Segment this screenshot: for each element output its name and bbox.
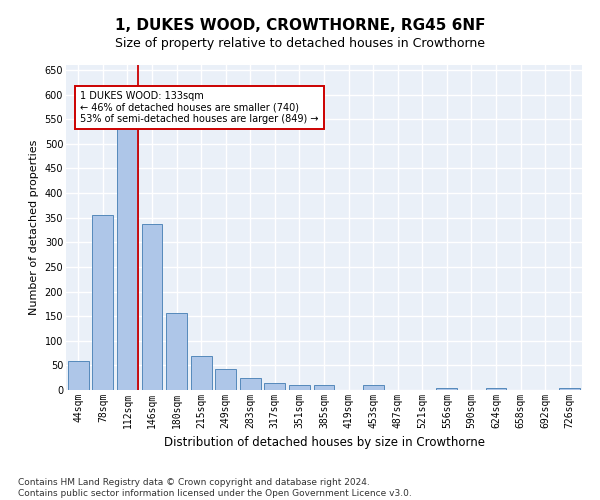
Y-axis label: Number of detached properties: Number of detached properties [29, 140, 39, 315]
Bar [215, 370, 236, 390]
Text: Size of property relative to detached houses in Crowthorne: Size of property relative to detached ho… [115, 38, 485, 51]
Bar [559, 388, 580, 390]
Bar [240, 378, 261, 390]
Text: Contains HM Land Registry data © Crown copyright and database right 2024.
Contai: Contains HM Land Registry data © Crown c… [18, 478, 412, 498]
Bar [289, 385, 310, 390]
Bar [92, 215, 113, 390]
X-axis label: Distribution of detached houses by size in Crowthorne: Distribution of detached houses by size … [163, 436, 485, 450]
Bar [191, 356, 212, 390]
Bar [265, 382, 286, 390]
Bar [117, 124, 138, 390]
Bar [362, 385, 383, 390]
Bar [314, 385, 334, 390]
Bar [68, 362, 89, 390]
Bar [485, 388, 506, 390]
Text: 1, DUKES WOOD, CROWTHORNE, RG45 6NF: 1, DUKES WOOD, CROWTHORNE, RG45 6NF [115, 18, 485, 32]
Text: 1 DUKES WOOD: 133sqm
← 46% of detached houses are smaller (740)
53% of semi-deta: 1 DUKES WOOD: 133sqm ← 46% of detached h… [80, 90, 319, 124]
Bar [166, 312, 187, 390]
Bar [142, 224, 163, 390]
Bar [436, 388, 457, 390]
